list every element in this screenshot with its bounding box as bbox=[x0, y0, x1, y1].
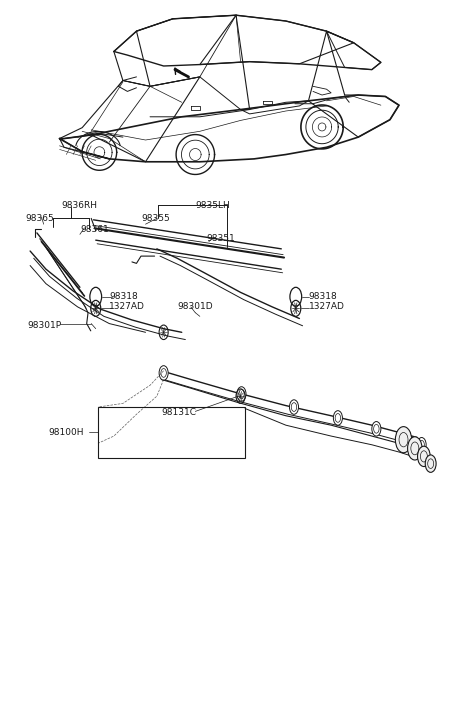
Circle shape bbox=[333, 411, 342, 425]
Circle shape bbox=[425, 455, 436, 473]
Text: 98301D: 98301D bbox=[177, 302, 213, 311]
Bar bbox=[98, 407, 245, 458]
Text: 1327AD: 1327AD bbox=[308, 302, 344, 311]
Text: 98351: 98351 bbox=[207, 234, 235, 244]
Circle shape bbox=[395, 427, 412, 453]
Circle shape bbox=[237, 387, 246, 401]
Circle shape bbox=[417, 438, 426, 452]
Circle shape bbox=[159, 366, 168, 380]
Text: 98355: 98355 bbox=[141, 214, 170, 223]
Text: 98131C: 98131C bbox=[161, 409, 197, 417]
Circle shape bbox=[408, 437, 422, 460]
Text: 98318: 98318 bbox=[308, 292, 337, 300]
Text: 98361: 98361 bbox=[80, 225, 109, 234]
Text: 1327AD: 1327AD bbox=[109, 302, 145, 311]
Text: 98318: 98318 bbox=[109, 292, 138, 300]
Circle shape bbox=[399, 430, 408, 445]
Text: 98100H: 98100H bbox=[48, 428, 84, 437]
Circle shape bbox=[418, 446, 430, 467]
Text: 9836RH: 9836RH bbox=[62, 201, 98, 210]
Text: 9835LH: 9835LH bbox=[195, 201, 230, 210]
Circle shape bbox=[372, 422, 381, 436]
Text: 98301P: 98301P bbox=[28, 321, 62, 329]
Text: 98365: 98365 bbox=[25, 214, 54, 223]
Circle shape bbox=[290, 400, 299, 414]
